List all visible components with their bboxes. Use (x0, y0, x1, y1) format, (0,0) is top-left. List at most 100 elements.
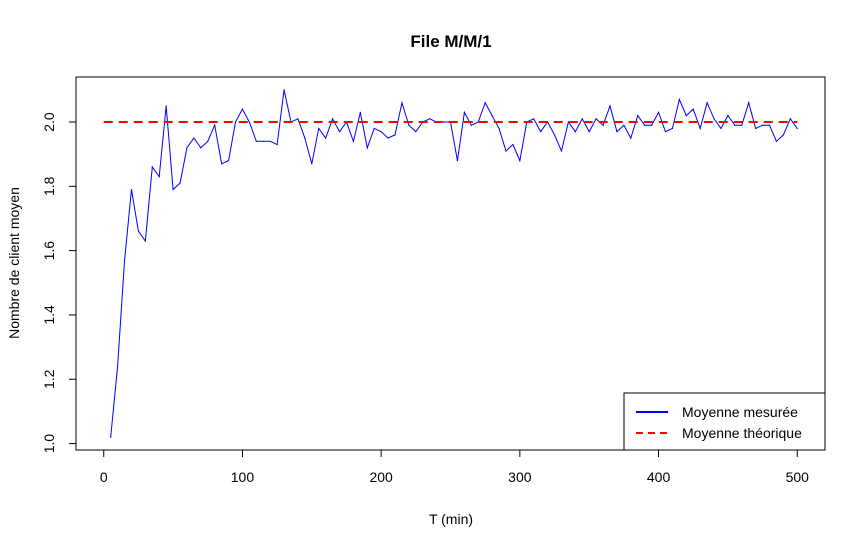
data-point (602, 124, 604, 126)
data-point (789, 118, 791, 120)
data-point (595, 118, 597, 120)
data-point (678, 98, 680, 101)
data-point (442, 121, 445, 123)
x-tick-label: 400 (647, 469, 671, 485)
series-line (110, 89, 798, 438)
data-point (110, 436, 112, 438)
data-point (519, 160, 521, 162)
data-point (741, 124, 743, 126)
y-tick-label: 1.6 (41, 241, 57, 261)
data-point (387, 137, 389, 139)
data-point (512, 143, 514, 146)
data-point (172, 188, 174, 191)
data-point (734, 124, 736, 126)
data-point (616, 131, 618, 133)
data-point (755, 127, 757, 130)
data-point (262, 140, 264, 142)
series-layer (103, 89, 798, 438)
x-tick-label: 300 (508, 469, 532, 485)
data-point (692, 108, 694, 110)
data-point (221, 163, 223, 165)
data-point (567, 121, 570, 123)
data-point (401, 102, 403, 104)
data-point (664, 131, 667, 133)
data-point (394, 134, 396, 136)
data-point (699, 127, 701, 130)
data-point (318, 127, 320, 130)
data-point (630, 137, 632, 139)
data-point (540, 131, 542, 133)
data-point (533, 118, 535, 120)
data-point (713, 118, 715, 120)
data-point (761, 124, 764, 126)
data-point (380, 131, 382, 133)
data-point (338, 131, 341, 133)
data-point (775, 140, 778, 142)
x-axis: 0 100 200 300 400 500 (100, 449, 810, 485)
data-point (255, 140, 257, 142)
data-point (186, 147, 188, 149)
data-point (227, 160, 230, 162)
data-point (429, 118, 431, 120)
data-point (505, 150, 507, 152)
data-point (123, 259, 126, 261)
data-point (200, 147, 202, 149)
data-point (352, 140, 355, 142)
y-axis: 1.0 1.2 1.4 1.6 1.8 2.0 (41, 112, 77, 454)
data-point (269, 140, 271, 142)
data-point (117, 365, 119, 367)
data-point (782, 134, 784, 136)
data-point (560, 150, 563, 152)
data-point (671, 127, 674, 130)
x-tick-label: 0 (100, 469, 108, 485)
data-point (623, 124, 625, 126)
data-point (193, 137, 195, 139)
data-point (706, 102, 708, 104)
data-point (304, 137, 306, 139)
data-point (165, 105, 167, 107)
data-point (241, 108, 244, 110)
data-point (498, 127, 500, 130)
data-point (158, 176, 160, 178)
data-point (637, 114, 639, 117)
data-point (463, 111, 465, 113)
data-point (283, 89, 285, 91)
data-point (137, 230, 140, 232)
data-point (796, 127, 798, 130)
y-tick-label: 1.8 (41, 176, 57, 196)
data-point (727, 114, 729, 117)
x-tick-label: 500 (786, 469, 810, 485)
data-point (130, 188, 133, 191)
legend-label-measured: Moyenne mesurée (682, 404, 798, 420)
y-tick-label: 1.4 (41, 305, 57, 325)
data-point (415, 131, 417, 133)
data-point (311, 163, 313, 165)
data-point (248, 121, 250, 123)
y-tick-label: 1.2 (41, 369, 57, 389)
data-point (359, 111, 361, 113)
y-tick-label: 1.0 (41, 434, 57, 454)
data-point (477, 121, 479, 123)
data-point (484, 102, 486, 104)
data-point (151, 166, 153, 168)
data-point (581, 118, 583, 120)
data-point (456, 160, 459, 162)
data-point (609, 105, 611, 107)
x-tick-label: 200 (369, 469, 393, 485)
data-point (366, 147, 368, 149)
chart-title: File M/M/1 (410, 32, 491, 51)
data-point (373, 127, 375, 130)
data-point (297, 118, 299, 120)
data-point (207, 140, 209, 142)
data-point (644, 124, 646, 126)
data-point (657, 111, 660, 113)
data-point (332, 118, 334, 120)
data-point (470, 124, 472, 126)
data-point (408, 124, 410, 126)
legend-box (623, 392, 826, 451)
data-point (234, 121, 237, 123)
data-point (491, 114, 493, 117)
data-point (214, 124, 216, 126)
x-tick-label: 100 (231, 469, 255, 485)
